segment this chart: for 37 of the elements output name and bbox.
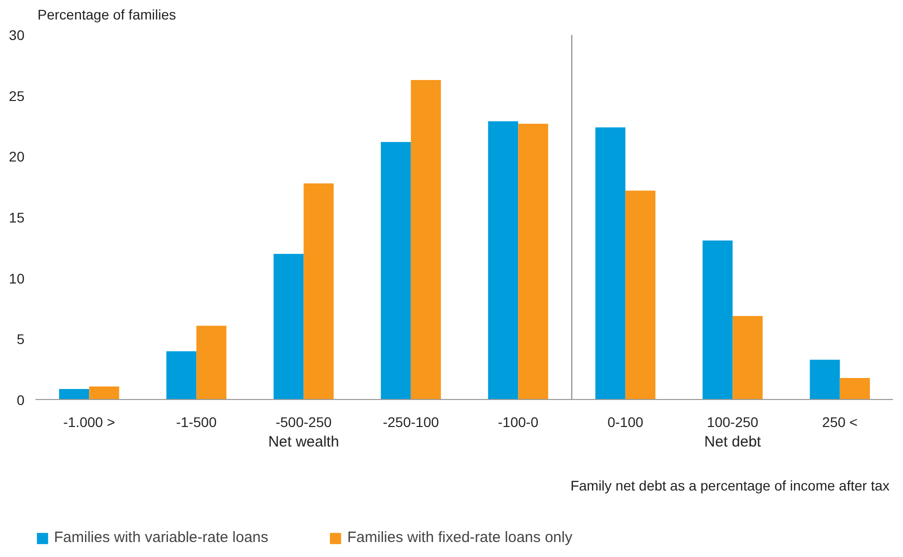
y-tick-label: 5: [16, 331, 25, 348]
x-tick-label: 250 <: [822, 414, 858, 430]
y-tick-label: 10: [8, 270, 25, 286]
bar: [840, 378, 870, 400]
x-axis-title: Family net debt as a percentage of income after tax: [570, 478, 890, 494]
x-tick-label: -250-100: [382, 414, 440, 430]
x-tick-label: -1-500: [176, 414, 217, 430]
legend-label: Families with fixed-rate loans only: [347, 529, 572, 546]
bar: [488, 121, 518, 400]
bar: [732, 316, 763, 400]
bar: [274, 254, 304, 400]
bar: [89, 386, 120, 400]
text: Net wealth: [268, 434, 340, 450]
y-tick-label: 25: [8, 88, 25, 104]
bar: [702, 240, 733, 400]
y-tick-label: 0: [16, 392, 25, 408]
bar: [810, 360, 840, 400]
y-tick-label: 30: [8, 26, 25, 43]
y-tick-label: 15: [8, 209, 25, 226]
x-tick-label: 0-100: [607, 414, 644, 430]
x-tick-label: -100-0: [498, 414, 539, 430]
y-axis-title: Percentage of families: [38, 6, 176, 22]
bar: [625, 190, 656, 400]
y-tick-label: 20: [8, 148, 25, 165]
bar: [304, 183, 334, 400]
bar: [410, 80, 441, 400]
x-tick-label: -1.000 >: [63, 414, 116, 430]
bar: [380, 142, 411, 400]
bar: [518, 124, 548, 400]
bar: [166, 351, 196, 400]
bar: [59, 388, 90, 400]
x-tick-label: 100-250: [706, 414, 759, 430]
x-tick-label: -500-250: [276, 414, 332, 430]
text: Net debt: [704, 434, 762, 450]
bar: [595, 127, 626, 400]
legend-label: Families with variable-rate loans: [54, 529, 268, 546]
bar: [196, 326, 226, 400]
